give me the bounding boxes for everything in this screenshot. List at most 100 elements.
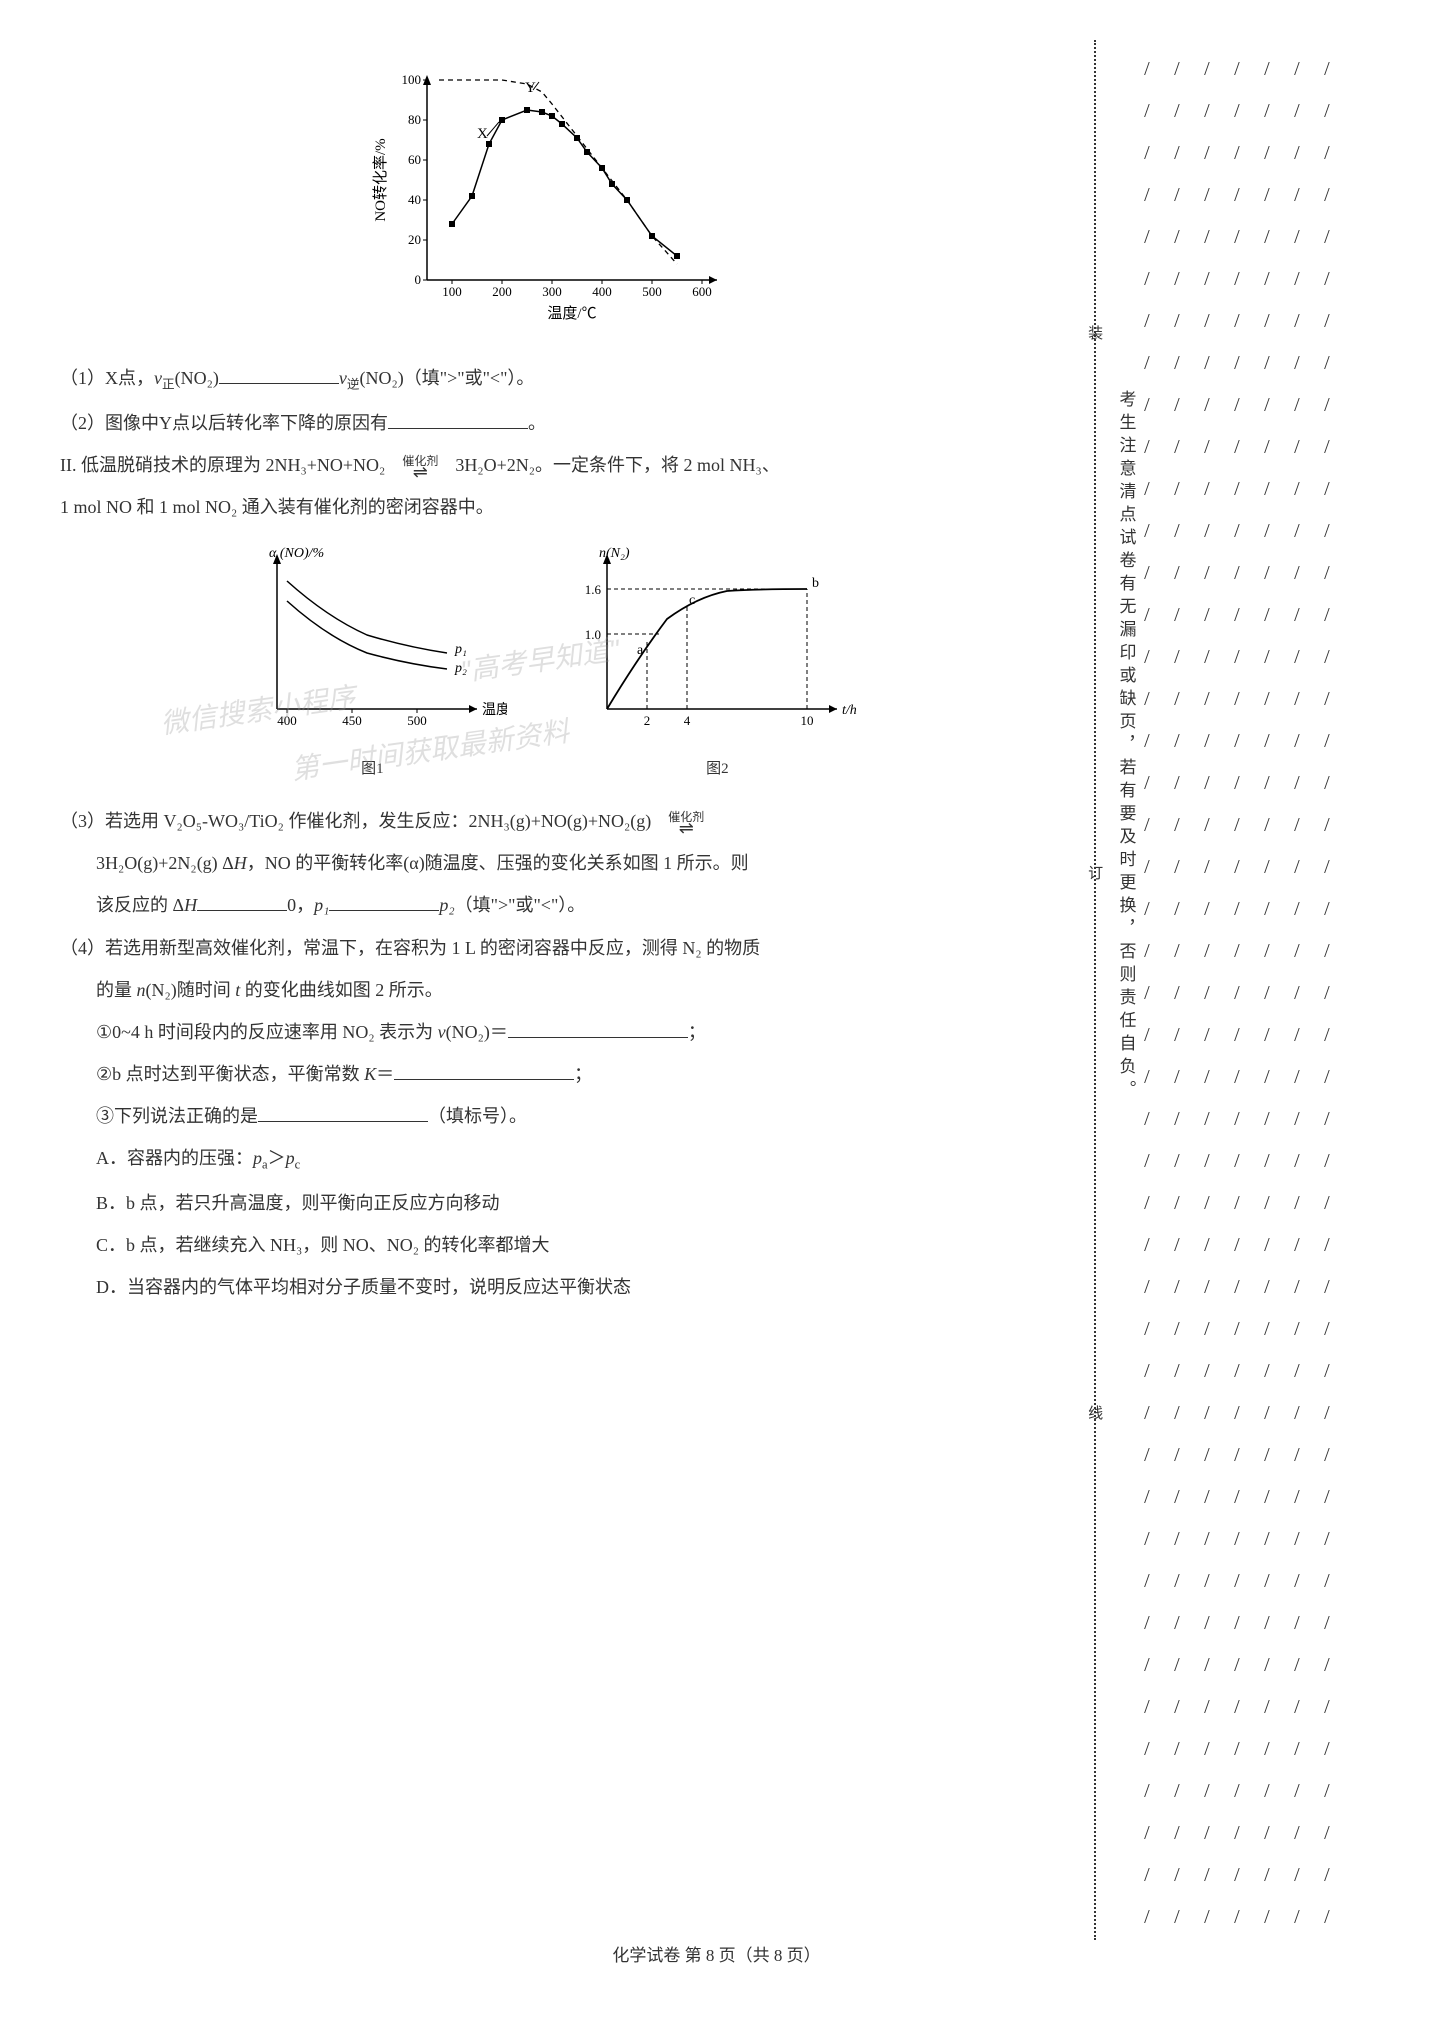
slash-mark: / [1144, 260, 1150, 298]
slash-mark: / [1204, 512, 1210, 550]
slash-mark: / [1294, 470, 1300, 508]
slash-mark: / [1144, 638, 1150, 676]
slash-mark: / [1174, 302, 1180, 340]
slash-mark: / [1324, 638, 1330, 676]
svg-text:40: 40 [408, 192, 421, 207]
slash-mark: / [1174, 974, 1180, 1012]
slash-mark: / [1204, 1772, 1210, 1810]
slash-mark: / [1234, 386, 1240, 424]
blank-q2 [388, 410, 528, 429]
slash-mark: / [1324, 1814, 1330, 1852]
slash-mark: / [1144, 974, 1150, 1012]
slash-mark: / [1264, 974, 1270, 1012]
slash-mark: / [1264, 1226, 1270, 1264]
slash-mark: / [1294, 1268, 1300, 1306]
slash-mark: / [1234, 428, 1240, 466]
slash-mark: / [1294, 1100, 1300, 1138]
slash-mark: / [1294, 260, 1300, 298]
slash-mark: / [1204, 890, 1210, 928]
slash-mark: / [1294, 1856, 1300, 1894]
slash-mark: / [1144, 1520, 1150, 1558]
slash-mark: / [1174, 470, 1180, 508]
slash-mark: / [1174, 1352, 1180, 1390]
slash-mark: / [1204, 638, 1210, 676]
slash-mark: / [1174, 554, 1180, 592]
slash-mark: / [1174, 1814, 1180, 1852]
svg-text:100: 100 [443, 284, 463, 299]
slash-mark: / [1324, 848, 1330, 886]
slash-mark: / [1324, 260, 1330, 298]
slash-mark: / [1144, 1268, 1150, 1306]
svg-text:0: 0 [415, 272, 422, 287]
slash-mark: / [1294, 764, 1300, 802]
slash-mark: / [1324, 1688, 1330, 1726]
slash-mark: / [1324, 890, 1330, 928]
chart-row: 400 450 500 p₁ p₂ α (NO)/% 温度/℃ 图1 [60, 544, 1045, 784]
section2-intro: II. 低温脱硝技术的原理为 2NH₃+NO+NO₂催化剂⇌3H₂O+2N₂。一… [60, 448, 1045, 482]
slash-mark: / [1174, 512, 1180, 550]
slash-mark: / [1204, 1562, 1210, 1600]
slash-mark: / [1264, 1394, 1270, 1432]
slash-mark: / [1294, 1226, 1300, 1264]
blank-q1 [219, 365, 339, 384]
svg-text:80: 80 [408, 112, 421, 127]
section2-line2: 1 mol NO 和 1 mol NO₂ 通入装有催化剂的密闭容器中。 [60, 490, 1045, 524]
slash-mark: / [1174, 218, 1180, 256]
slash-mark: / [1234, 1646, 1240, 1684]
question-4-optB: B．b 点，若只升高温度，则平衡向正反应方向移动 [60, 1186, 1045, 1220]
slash-mark: / [1324, 680, 1330, 718]
slash-mark: / [1144, 1898, 1150, 1936]
slash-mark: / [1294, 428, 1300, 466]
slash-mark: / [1234, 806, 1240, 844]
slash-mark: / [1294, 1772, 1300, 1810]
slash-mark: / [1264, 218, 1270, 256]
slash-mark: / [1144, 428, 1150, 466]
marker-zhuang: 装 [1088, 320, 1103, 349]
chart3-svg: 1.0 1.6 2 4 10 [567, 544, 867, 744]
slash-mark: / [1234, 470, 1240, 508]
slash-mark: / [1324, 764, 1330, 802]
slash-mark: / [1264, 1184, 1270, 1222]
slash-mark: / [1204, 1016, 1210, 1054]
slash-mark: / [1174, 386, 1180, 424]
slash-mark: / [1174, 1562, 1180, 1600]
marker-ding: 订 [1088, 860, 1103, 889]
slash-mark: / [1204, 1394, 1210, 1432]
slash-mark: / [1234, 554, 1240, 592]
slash-mark: / [1144, 722, 1150, 760]
slash-mark: / [1294, 722, 1300, 760]
chart1-container: 0 20 40 60 80 100 100 200 300 400 500 60… [60, 60, 1045, 341]
slash-mark: / [1234, 1814, 1240, 1852]
slash-mark: / [1264, 596, 1270, 634]
slash-mark: / [1324, 512, 1330, 550]
slash-mark: / [1324, 806, 1330, 844]
slash-mark: / [1204, 1226, 1210, 1264]
chart3-caption: 图2 [567, 755, 867, 784]
slash-mark: / [1204, 50, 1210, 88]
slash-mark: / [1264, 638, 1270, 676]
question-4-optA: A．容器内的压强：pa＞pc [60, 1141, 1045, 1178]
svg-text:1.0: 1.0 [585, 627, 601, 642]
slash-mark: / [1204, 1688, 1210, 1726]
slash-mark: / [1294, 218, 1300, 256]
question-1: （1）X点，v正(NO₂)v逆(NO₂)（填">"或"<"）。 [60, 361, 1045, 398]
slash-mark: / [1324, 1058, 1330, 1096]
slash-mark: / [1234, 1478, 1240, 1516]
slash-mark: / [1204, 1520, 1210, 1558]
slash-mark: / [1144, 1688, 1150, 1726]
slash-mark: / [1324, 344, 1330, 382]
slash-mark: / [1294, 1310, 1300, 1348]
content-area: 0 20 40 60 80 100 100 200 300 400 500 60… [60, 40, 1045, 1313]
slash-mark: / [1324, 1478, 1330, 1516]
slash-mark: / [1234, 1898, 1240, 1936]
slash-mark: / [1144, 1730, 1150, 1768]
svg-text:600: 600 [693, 284, 713, 299]
slash-mark: / [1204, 848, 1210, 886]
slash-mark: / [1144, 596, 1150, 634]
slash-mark: / [1144, 1184, 1150, 1222]
slash-mark: / [1264, 1352, 1270, 1390]
svg-text:100: 100 [402, 72, 422, 87]
slash-mark: / [1204, 386, 1210, 424]
slash-mark: / [1234, 512, 1240, 550]
slash-mark: / [1294, 134, 1300, 172]
